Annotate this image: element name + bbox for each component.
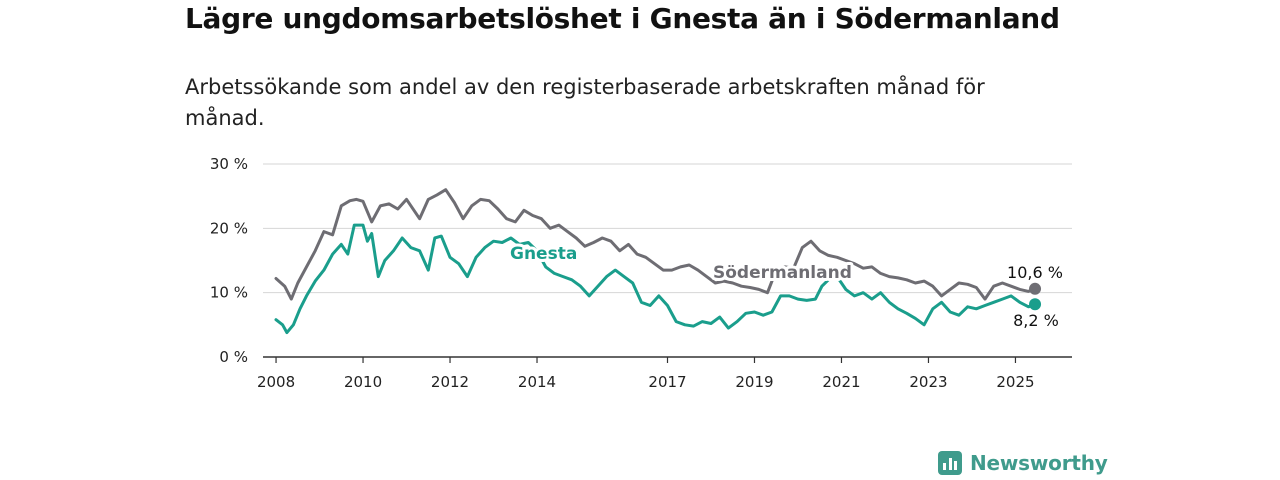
page-subtitle: Arbetssökande som andel av den registerb…	[185, 75, 985, 130]
x-tick-label: 2014	[518, 373, 556, 391]
y-tick-label: 10 %	[210, 284, 248, 302]
page-title: Lägre ungdomsarbetslöshet i Gnesta än i …	[185, 2, 1060, 35]
x-tick-label: 2025	[996, 373, 1034, 391]
x-tick-label: 2008	[257, 373, 295, 391]
x-tick-label: 2010	[344, 373, 382, 391]
x-tick-label: 2023	[909, 373, 947, 391]
newsworthy-logo-icon	[938, 451, 962, 475]
x-tick-label: 2021	[822, 373, 860, 391]
grid-lines	[263, 163, 1072, 294]
brand-name: Newsworthy	[970, 451, 1108, 475]
y-tick-label: 20 %	[210, 219, 248, 237]
end-label-gnesta: 8,2 %	[1013, 311, 1059, 330]
end-point-södermanland	[1029, 282, 1042, 295]
series-lines	[274, 188, 1042, 335]
series-line-gnesta	[274, 223, 1037, 335]
axes: 0 % 10 % 20 % 30 % 2008 2010 2012 2014 2017 2019 2…	[210, 155, 1072, 391]
end-point-gnesta	[1029, 298, 1042, 311]
x-tick-label: 2019	[735, 373, 773, 391]
x-tick-label: 2017	[648, 373, 686, 391]
series-label-gnesta: Gnesta	[510, 244, 577, 264]
series-line-södermanland	[274, 188, 1037, 301]
y-tick-label: 30 %	[210, 155, 248, 173]
y-tick-label: 0 %	[219, 348, 248, 366]
end-label-sodermanland: 10,6 %	[1007, 263, 1063, 282]
labels: Södermanland Gnesta 10,6 % 8,2 %	[507, 241, 1065, 332]
x-tick-label: 2012	[431, 373, 469, 391]
series-label-sodermanland: Södermanland	[713, 263, 852, 283]
brand-logo[interactable]: Newsworthy	[938, 448, 1108, 478]
